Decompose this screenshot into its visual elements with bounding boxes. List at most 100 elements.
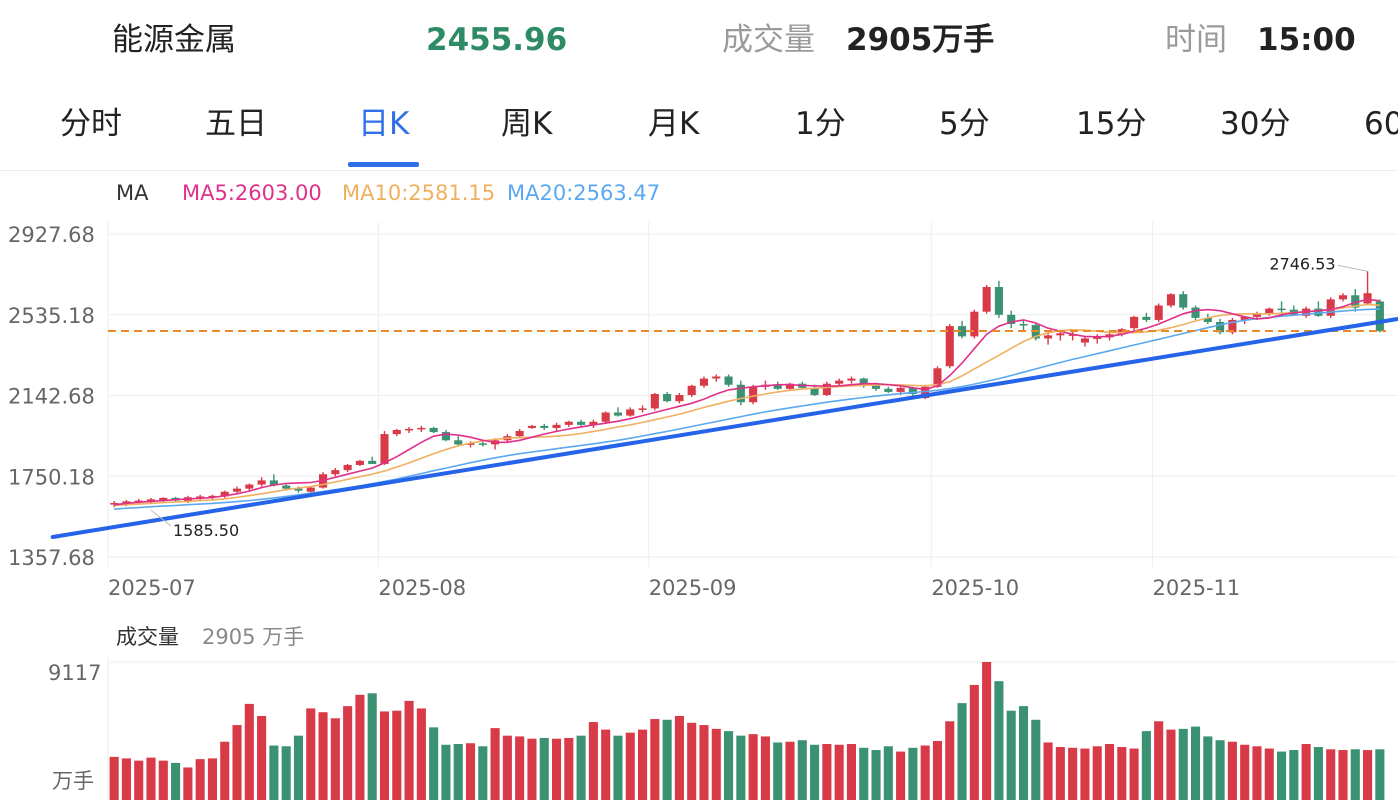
volume-bar [748,734,758,800]
volume-bar [797,740,807,800]
ma-legend: MA MA5:2603.00 MA10:2581.15 MA20:2563.47 [116,181,660,205]
volume-bar [1178,728,1188,800]
candle-body [933,368,942,387]
volume-bar [625,732,635,800]
price-tick-label: 2535.18 [8,304,95,328]
volume-bar [318,712,328,800]
volume-bar [1289,750,1299,800]
candle-body [663,393,672,402]
kline-chart[interactable]: MA MA5:2603.00 MA10:2581.15 MA20:2563.47… [0,170,1398,800]
candle-body [724,376,733,385]
candle-body [970,311,979,337]
volume-bar [1277,751,1287,800]
candle-body [638,408,647,410]
volume-bar [355,694,365,800]
volume-bar [146,757,156,800]
candle-body [454,440,463,445]
volume-bar [822,743,832,800]
candle-body [232,488,242,492]
volume-bar [330,718,340,800]
volume-bar [859,747,869,800]
price-tick-label: 2927.68 [8,223,95,247]
volume-bar [269,745,279,800]
candle-body [1044,335,1053,339]
ma5-line [114,298,1380,506]
last-price: 2455.96 [426,22,568,58]
candle-body [712,376,721,379]
candle-body [859,378,868,386]
volume-header: 成交量 2905 万手 [116,625,304,649]
candle-body [1375,301,1384,332]
volume-bar [416,708,426,800]
volume-bar [982,662,992,800]
candle-body [785,383,795,389]
candle-body [1326,299,1335,316]
date-axis: 2025-07 2025-08 2025-09 2025-10 2025-11 [108,576,1240,600]
time-label: 时间 [1165,22,1227,58]
candle-body [749,386,758,403]
candle-body [552,424,561,428]
volume-bar [883,746,893,800]
volume-bar [834,744,844,800]
active-tab-indicator [348,162,419,167]
volume-bar [1338,750,1348,800]
min-price-label: 1585.50 [173,521,239,540]
tab-daily-k[interactable]: 日K [358,106,410,142]
candle-body [1166,294,1176,306]
volume-bar [711,728,721,800]
volume-grid: 9117 万手 [48,658,1398,800]
candle-body [1216,321,1225,333]
volume-bar [760,736,770,800]
candles [110,271,1384,508]
tab-weekly-k[interactable]: 周K [501,106,553,142]
ma-legend-title: MA [116,181,149,205]
candle-body [1203,317,1212,322]
date-tick-label: 2025-07 [108,576,196,600]
tab-1min[interactable]: 1分 [795,106,846,142]
volume-bar [527,738,537,800]
volume-bar [478,746,488,800]
tab-monthly-k[interactable]: 月K [648,106,700,142]
candle-body [429,427,438,433]
tab-60min[interactable]: 60分 [1364,106,1398,142]
candle-body [982,287,991,312]
volume-bar [871,750,881,800]
volume-bar [1055,747,1065,800]
volume-bar [920,745,930,800]
candle-body [736,384,745,403]
volume-bar [1215,740,1225,800]
volume-bar [1203,736,1213,800]
tab-15min[interactable]: 15分 [1076,106,1147,142]
candle-body [601,412,610,422]
candle-body [835,380,844,384]
volume-bar [674,715,684,800]
tab-intraday[interactable]: 分时 [60,106,122,142]
candle-body [392,429,401,435]
volume-bar [601,729,611,800]
candle-body [884,388,893,392]
volume-bar [638,729,648,800]
tab-five-day[interactable]: 五日 [205,106,267,142]
volume-bar [502,735,512,800]
volume-bar [1326,749,1336,800]
candle-body [1351,295,1360,308]
candle-body [613,412,623,416]
candle-body [1265,308,1274,314]
volume-bar [994,681,1004,800]
candle-body [1117,329,1126,335]
volume-bar [367,693,377,800]
date-tick-label: 2025-09 [649,576,737,600]
volume-bar [588,722,598,800]
volume-bar [158,760,168,800]
volume-bar [1154,721,1164,800]
candle-body [1179,294,1188,308]
tab-5min[interactable]: 5分 [939,106,990,142]
tab-30min[interactable]: 30分 [1220,106,1291,142]
volume-bar [1227,741,1237,800]
price-tick-label: 1750.18 [8,465,95,489]
volume-bar [1166,729,1176,800]
candle-body [1191,307,1200,318]
volume-bar [293,735,304,800]
candle-body [1363,293,1372,304]
candle-body [196,496,205,498]
